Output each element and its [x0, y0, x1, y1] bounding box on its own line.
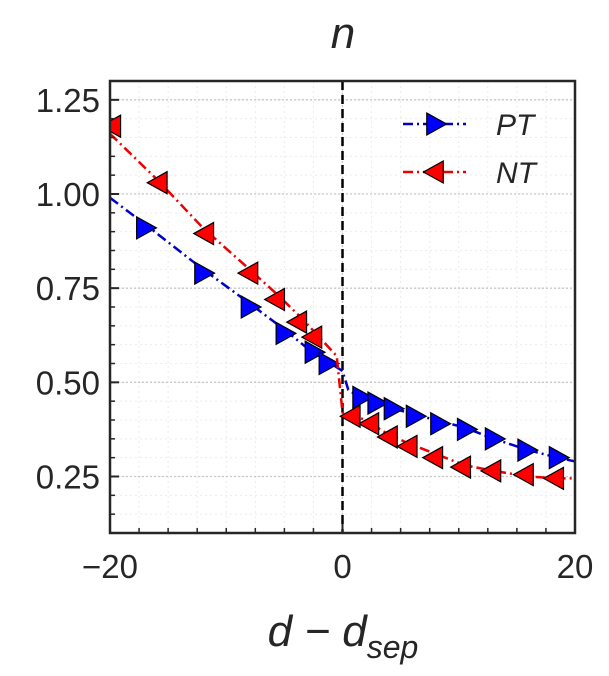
y-tick-label: 1.00 [36, 176, 100, 213]
series-nt-marker [146, 170, 168, 195]
legend[interactable]: PT NT [403, 109, 539, 190]
series-nt-marker [236, 261, 259, 286]
series-pt-marker [240, 294, 263, 320]
series-nt-marker [300, 325, 323, 350]
series-pt-marker [352, 385, 374, 410]
legend-swatch-marker [422, 159, 444, 185]
x-axis-label-main: d − d [268, 607, 369, 656]
series-nt-marker [512, 462, 534, 487]
x-tick-label: 0 [333, 548, 351, 585]
series-pt-marker [456, 417, 479, 442]
series-nt-marker [376, 424, 398, 449]
y-tick-label: 1.25 [36, 82, 100, 119]
y-tick-label: 0.25 [36, 459, 100, 496]
series-nt-marker [339, 404, 361, 429]
legend-label: PT [496, 109, 537, 142]
legend-item-nt[interactable]: NT [403, 157, 539, 190]
series-pt-marker [548, 445, 571, 470]
x-tick-label: 20 [557, 548, 594, 585]
series-pt-marker [136, 215, 158, 240]
series-pt-marker [517, 438, 539, 463]
series-nt-marker [285, 310, 308, 335]
x-axis-label-subscript: sep [367, 629, 419, 665]
tick-labels: 0.25 0.50 0.75 1.00 1.25 −20 0 20 [36, 82, 594, 585]
series-group [110, 114, 575, 491]
series-pt-marker [484, 426, 507, 451]
legend-item-pt[interactable]: PT [403, 109, 537, 142]
ticks [109, 80, 576, 534]
y-tick-label: 0.75 [36, 270, 100, 307]
series-pt-marker [304, 340, 327, 365]
series-nt-marker [449, 455, 472, 480]
series-pt-marker [405, 404, 428, 429]
legend-label: NT [496, 157, 539, 190]
series-pt-marker [383, 396, 406, 421]
x-tick-label: −20 [82, 548, 138, 585]
series-nt-marker [479, 458, 502, 483]
series-nt-marker [542, 466, 565, 491]
series-pt [110, 196, 575, 470]
series-nt-marker [263, 287, 286, 312]
series-pt-marker [367, 391, 389, 416]
legend-swatch-marker [426, 111, 448, 137]
series-nt-marker [395, 434, 418, 459]
series-nt-marker [192, 221, 215, 246]
series-pt-marker [430, 411, 452, 436]
series-pt-marker [318, 351, 341, 376]
series-nt-marker [421, 445, 444, 470]
x-axis-label: d − dsep [268, 607, 419, 665]
series-nt-marker [357, 411, 380, 436]
chart-title: n [331, 9, 355, 58]
series-pt-marker [194, 261, 216, 286]
series-pt-marker [275, 321, 298, 346]
y-tick-label: 0.50 [36, 364, 100, 401]
